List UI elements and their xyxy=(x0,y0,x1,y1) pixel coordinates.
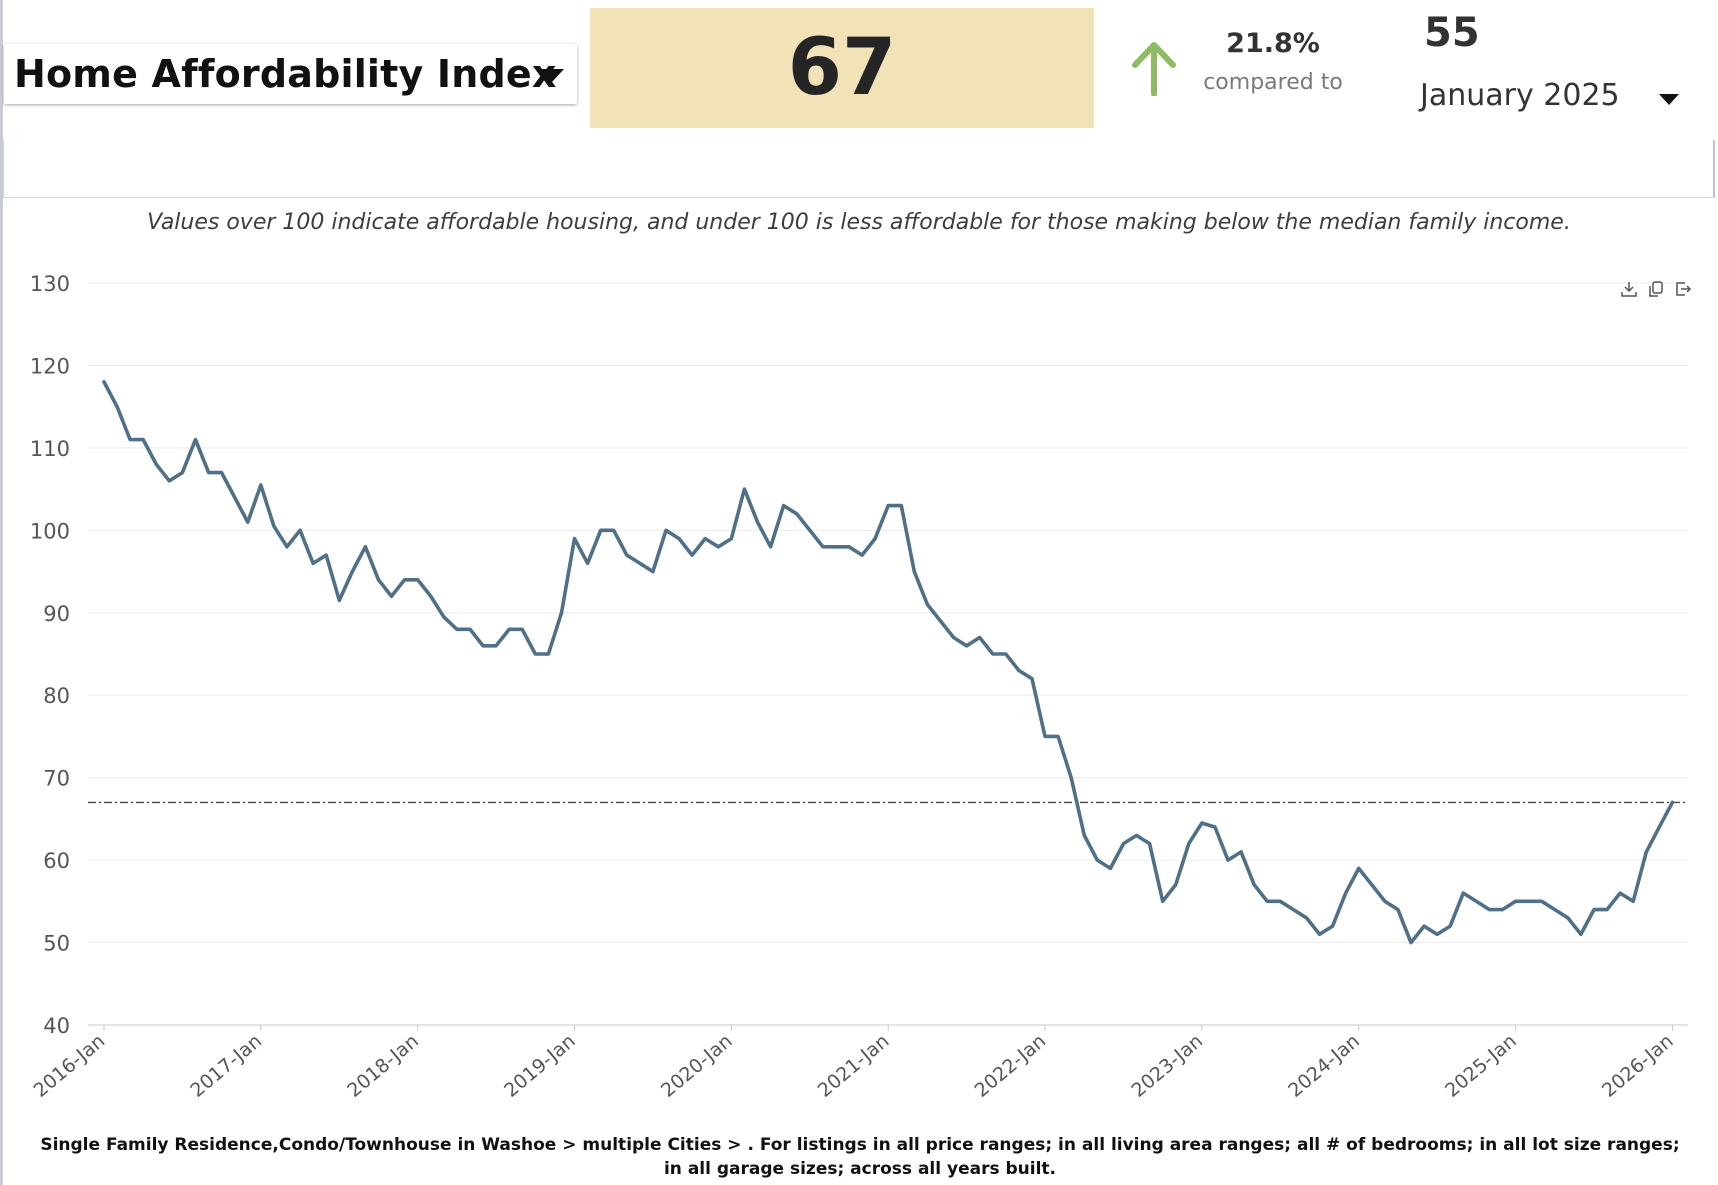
period-select[interactable]: January 2025 xyxy=(1420,78,1620,113)
y-tick-label: 120 xyxy=(30,354,70,378)
x-tick-label: 2019-Jan xyxy=(500,1030,580,1102)
x-tick-label: 2022-Jan xyxy=(971,1030,1051,1102)
change-percent: 21.8% xyxy=(1226,28,1320,59)
x-axis: 2016-Jan 2017-Jan 2018-Jan 2019-Jan 2020-Jan… xyxy=(30,1025,1678,1102)
metric-select-label: Home Affordability Index xyxy=(14,52,557,96)
arrow-up-icon xyxy=(1132,42,1176,96)
previous-value: 55 xyxy=(1424,10,1480,56)
chart-subtitle: Values over 100 indicate affordable hous… xyxy=(147,210,1571,235)
current-value-box: 67 xyxy=(590,8,1094,128)
x-tick-label: 2023-Jan xyxy=(1127,1030,1207,1102)
chart-footnote: Single Family Residence,Condo/Townhouse … xyxy=(40,1135,1680,1179)
y-tick-label: 40 xyxy=(43,1014,70,1038)
y-tick-label: 110 xyxy=(30,437,70,461)
y-tick-label: 80 xyxy=(43,684,70,708)
chevron-down-icon[interactable] xyxy=(540,69,564,82)
series-line xyxy=(102,380,1675,945)
y-tick-label: 60 xyxy=(43,849,70,873)
x-tick-label: 2024-Jan xyxy=(1284,1030,1364,1102)
x-tick-label: 2017-Jan xyxy=(186,1030,266,1102)
export-icon[interactable] xyxy=(1674,280,1692,298)
current-value: 67 xyxy=(787,23,897,113)
left-border xyxy=(0,0,3,1185)
x-tick-label: 2025-Jan xyxy=(1441,1030,1521,1102)
x-tick-label: 2016-Jan xyxy=(30,1030,110,1102)
y-axis: 40 50 60 70 80 90 100 110 120 130 xyxy=(30,272,70,1038)
download-icon[interactable] xyxy=(1620,280,1638,298)
line-chart: 40 50 60 70 80 90 100 110 120 130 2016-Jan 2017-Ja… xyxy=(30,272,1688,1102)
x-tick-label: 2021-Jan xyxy=(814,1030,894,1102)
grid xyxy=(88,282,1688,1026)
x-tick-label: 2020-Jan xyxy=(657,1030,737,1102)
series-layer xyxy=(102,380,1675,945)
x-tick-label: 2026-Jan xyxy=(1598,1030,1678,1102)
y-tick-label: 100 xyxy=(30,519,70,543)
period-chevron-down-icon[interactable] xyxy=(1659,94,1679,105)
compared-to-label: compared to xyxy=(1203,70,1343,95)
copy-icon[interactable] xyxy=(1647,280,1665,298)
metric-select[interactable]: Home Affordability Index xyxy=(4,44,577,104)
y-tick-label: 130 xyxy=(30,272,70,296)
x-tick-label: 2018-Jan xyxy=(343,1030,423,1102)
description-band xyxy=(3,140,1715,198)
y-tick-label: 70 xyxy=(43,767,70,791)
y-tick-label: 50 xyxy=(43,932,70,956)
y-tick-label: 90 xyxy=(43,602,70,626)
